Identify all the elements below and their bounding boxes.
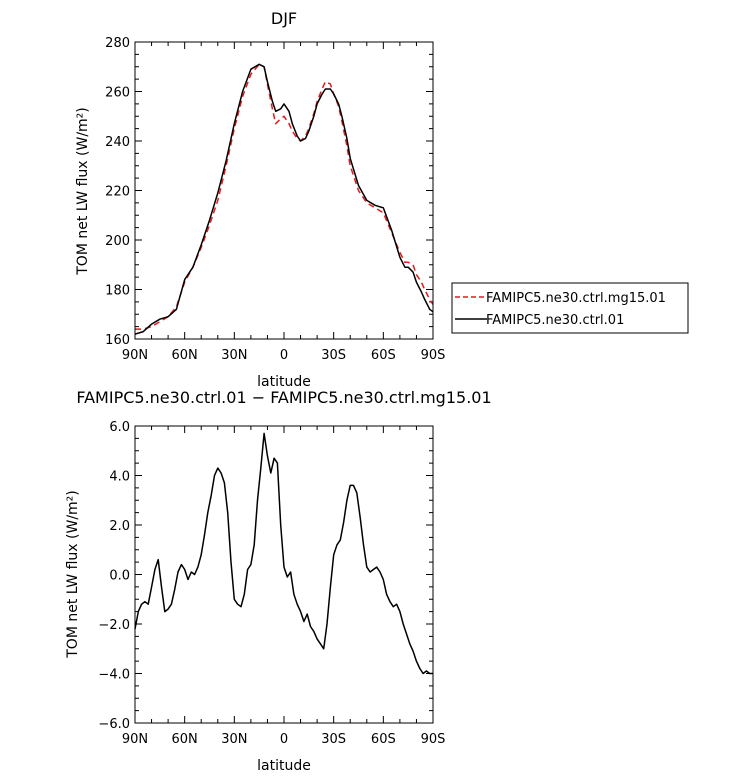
legend-box xyxy=(451,282,689,334)
legend-label-mg15: FAMIPC5.ne30.ctrl.mg15.01 xyxy=(486,291,666,306)
bottom-ytick-label: −4.0 xyxy=(98,668,130,683)
top-chart-title: DJF xyxy=(271,9,297,28)
top-series-line-1 xyxy=(134,63,434,335)
bottom-ytick-label: −6.0 xyxy=(98,717,130,732)
bottom-plot-frame xyxy=(134,425,434,724)
bottom-xtick-label: 90N xyxy=(122,732,148,747)
top-xtick-label: 60N xyxy=(172,348,198,363)
legend: FAMIPC5.ne30.ctrl.mg15.01 FAMIPC5.ne30.c… xyxy=(451,282,689,334)
bottom-ytick-label: 0.0 xyxy=(109,569,130,584)
bottom-series-line-0 xyxy=(134,432,433,675)
top-ytick-label: 280 xyxy=(105,36,130,51)
bottom-chart-title: FAMIPC5.ne30.ctrl.01 − FAMIPC5.ne30.ctrl… xyxy=(76,388,491,407)
top-ytick-label: 160 xyxy=(105,333,130,348)
top-panel: DJF TOM net LW flux (W/m²) latitude 160 1… xyxy=(75,9,445,390)
bottom-panel: FAMIPC5.ne30.ctrl.01 − FAMIPC5.ne30.ctrl… xyxy=(65,388,492,774)
bottom-x-axis-label: latitude xyxy=(257,758,311,774)
top-y-axis-label: TOM net LW flux (W/m²) xyxy=(75,107,91,276)
bottom-ytick-label: 6.0 xyxy=(109,420,130,435)
legend-label-ctrl: FAMIPC5.ne30.ctrl.01 xyxy=(486,313,624,328)
top-xtick-label: 30N xyxy=(221,348,247,363)
top-ytick-label: 240 xyxy=(105,135,130,150)
bottom-xtick-label: 60S xyxy=(371,732,396,747)
top-x-axis-label: latitude xyxy=(257,374,311,390)
top-xtick-label: 90S xyxy=(421,348,446,363)
top-ytick-label: 200 xyxy=(105,234,130,249)
bottom-ytick-label: 2.0 xyxy=(109,519,130,534)
top-xtick-label: 0 xyxy=(280,348,288,363)
top-ytick-label: 260 xyxy=(105,86,130,101)
bottom-y-axis-label: TOM net LW flux (W/m²) xyxy=(65,490,81,659)
bottom-xtick-label: 30S xyxy=(321,732,346,747)
top-xtick-label: 60S xyxy=(371,348,396,363)
top-series-line-0 xyxy=(135,63,434,330)
bottom-xtick-label: 0 xyxy=(280,732,288,747)
bottom-ytick-label: −2.0 xyxy=(98,618,130,633)
bottom-ytick-label: 4.0 xyxy=(109,470,130,485)
bottom-xtick-label: 30N xyxy=(221,732,247,747)
bottom-xtick-label: 90S xyxy=(421,732,446,747)
bottom-xtick-label: 60N xyxy=(172,732,198,747)
top-ytick-label: 180 xyxy=(105,284,130,299)
top-plot-frame xyxy=(134,41,434,340)
top-ytick-label: 220 xyxy=(105,185,130,200)
top-xtick-label: 30S xyxy=(321,348,346,363)
top-xtick-label: 90N xyxy=(122,348,148,363)
